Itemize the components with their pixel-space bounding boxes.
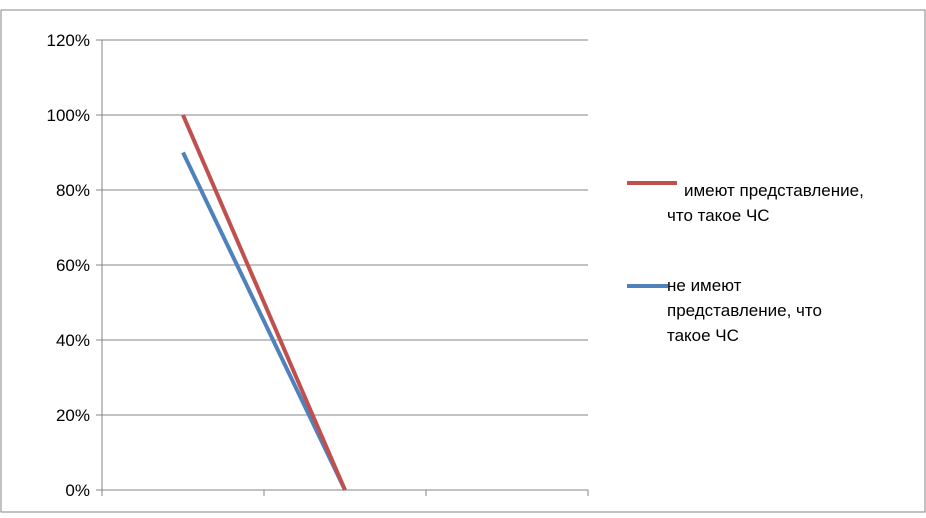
chart-border	[0, 9, 926, 513]
y-tick-label: 80%	[56, 181, 90, 200]
y-tick-label: 40%	[56, 331, 90, 350]
series-lines	[181, 114, 347, 491]
legend-label: имеют представление,	[684, 181, 864, 200]
y-tick-label: 100%	[47, 106, 90, 125]
legend-label: такое ЧС	[667, 326, 739, 345]
legend-label: представление, что	[667, 301, 822, 320]
legend: имеют представление, что такое ЧС не имеют…	[627, 181, 864, 345]
y-tick-label: 0%	[65, 481, 90, 500]
legend-label: не имеют	[667, 276, 742, 295]
y-tick-label: 60%	[56, 256, 90, 275]
legend-label: что такое ЧС	[667, 206, 770, 225]
y-tick-label: 20%	[56, 406, 90, 425]
series-line	[181, 114, 347, 491]
series-line	[181, 151, 347, 491]
y-tick-label: 120%	[47, 31, 90, 50]
